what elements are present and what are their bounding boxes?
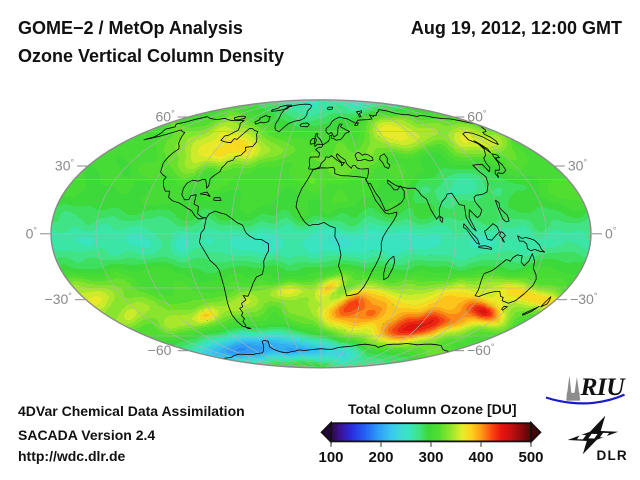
svg-text:30°: 30° xyxy=(568,158,588,174)
svg-text:−30°: −30° xyxy=(45,291,73,307)
svg-text:60°: 60° xyxy=(467,109,487,125)
svg-text:500: 500 xyxy=(518,449,543,466)
svg-text:RIU: RIU xyxy=(580,372,627,401)
svg-text:DLR: DLR xyxy=(597,448,628,463)
svg-text:400: 400 xyxy=(468,449,493,466)
svg-text:60°: 60° xyxy=(156,109,176,125)
svg-text:−60°: −60° xyxy=(148,342,176,358)
svg-text:100: 100 xyxy=(318,449,343,466)
svg-text:200: 200 xyxy=(368,449,393,466)
svg-text:0°: 0° xyxy=(605,225,617,241)
svg-text:−60°: −60° xyxy=(467,342,495,358)
svg-text:−30°: −30° xyxy=(570,291,598,307)
svg-text:0°: 0° xyxy=(26,225,38,241)
svg-text:30°: 30° xyxy=(55,158,75,174)
svg-text:300: 300 xyxy=(418,449,443,466)
